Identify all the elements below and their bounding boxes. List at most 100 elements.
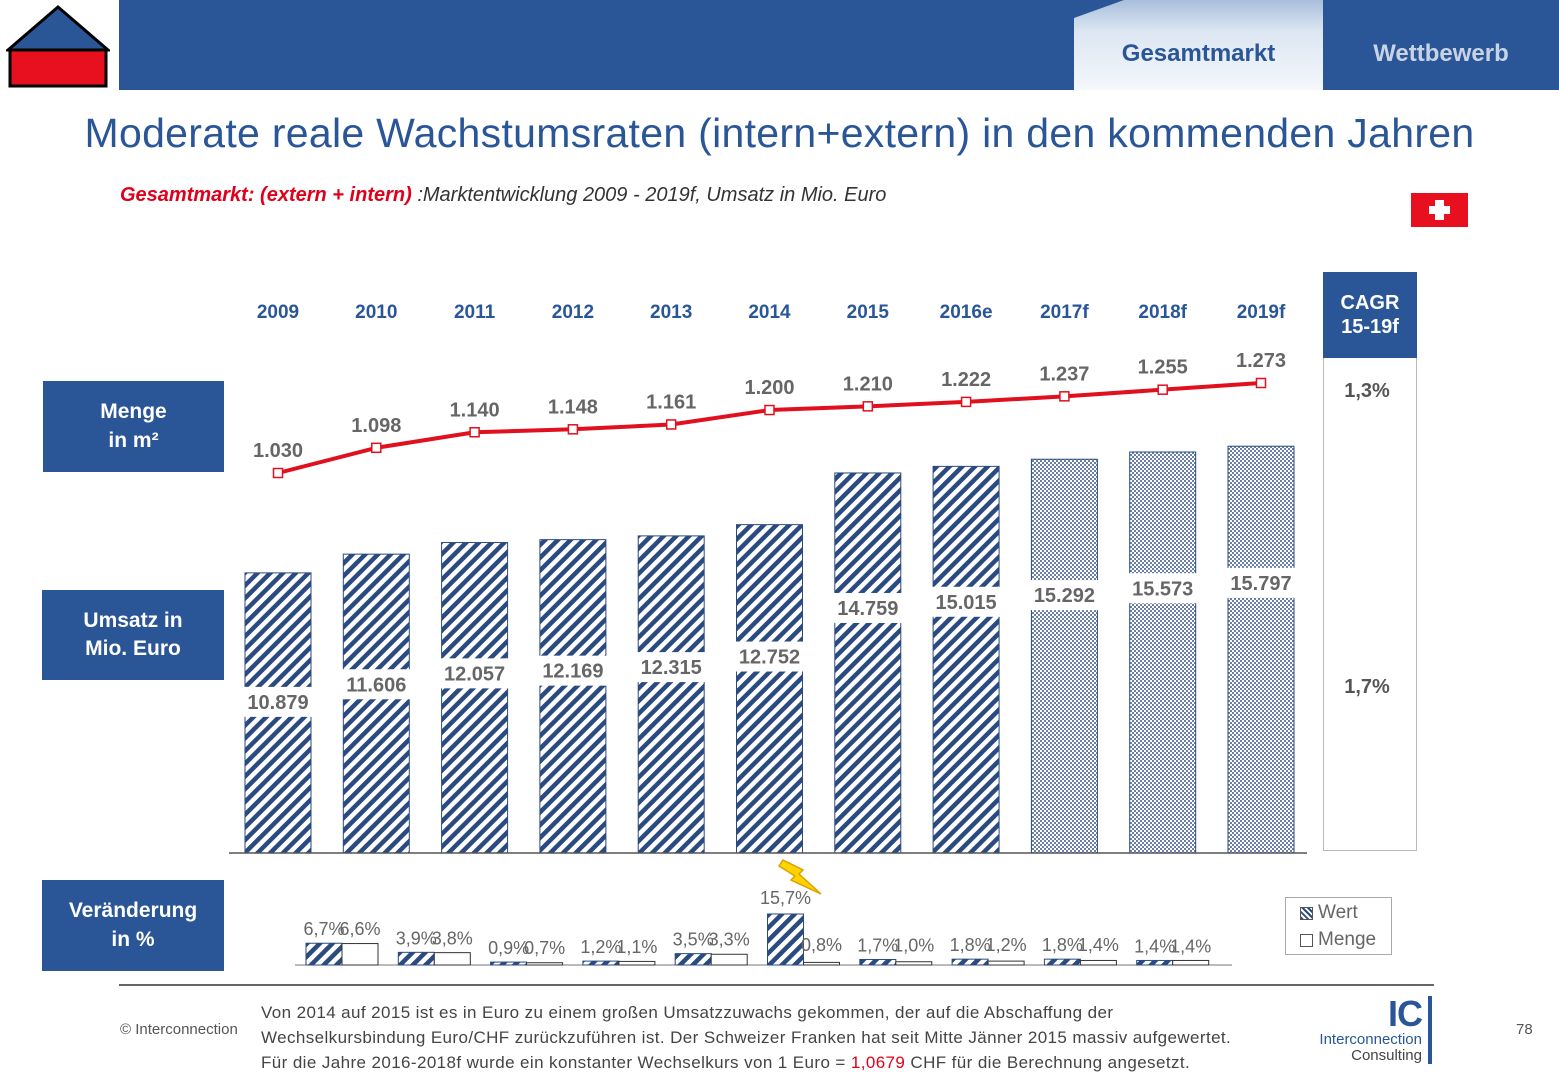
bar-value-label: 15.573	[1132, 578, 1193, 600]
year-header: 2009	[257, 302, 299, 323]
legend-item-menge: Menge	[1300, 929, 1376, 951]
year-header: 2018f	[1138, 302, 1187, 323]
change-label-wert: 1,8%	[1042, 935, 1083, 955]
bar-label-bg	[1027, 580, 1102, 611]
row-label-line: Menge	[100, 400, 167, 424]
quantity-point	[1157, 384, 1168, 395]
row-label-line: in %	[111, 927, 155, 951]
change-bar-menge	[1079, 959, 1117, 966]
year-header: 2010	[355, 302, 397, 323]
brand-mark: IC	[1388, 993, 1423, 1034]
change-bar-wert	[767, 913, 804, 966]
quantity-point	[1059, 391, 1070, 402]
bar-value-label: 12.315	[641, 657, 702, 679]
year-header: 2019f	[1237, 302, 1286, 323]
year-header: 2016e	[940, 302, 993, 323]
change-bar-wert	[305, 942, 343, 966]
revenue-bar	[342, 553, 410, 854]
quantity-value-label: 1.140	[450, 399, 500, 421]
row-label-line: Mio. Euro	[85, 637, 181, 660]
revenue-bar	[1129, 451, 1197, 854]
bar-value-label: 10.879	[247, 692, 308, 714]
bar-label-bg	[634, 652, 709, 683]
quantity-value-label: 1.273	[1236, 350, 1286, 372]
change-bar-wert	[490, 961, 528, 966]
year-header: 2017f	[1040, 302, 1089, 323]
revenue-bar	[932, 465, 1000, 854]
change-label-wert: 3,9%	[396, 928, 437, 948]
change-label-menge: 1,0%	[893, 935, 934, 955]
footnote-text: Für die Jahre 2016-2018f wurde ein konst…	[261, 1053, 851, 1072]
page-title: Moderate reale Wachstumsraten (intern+ex…	[84, 110, 1475, 156]
row-label-umsatz: Umsatz in Mio. Euro	[42, 590, 224, 680]
page-number: 78	[1516, 1021, 1533, 1038]
bar-value-label: 12.169	[542, 661, 603, 683]
quantity-point	[272, 467, 284, 479]
quantity-point	[960, 396, 972, 408]
change-bar-wert	[674, 953, 712, 966]
bar-label-bg	[1224, 567, 1298, 598]
cagr-header-line: 15-19f	[1341, 316, 1399, 338]
tab-label: Gesamtmarkt	[1121, 40, 1276, 67]
quantity-value-label: 1.237	[1039, 363, 1089, 385]
change-bar-menge	[987, 960, 1025, 966]
revenue-bar	[1030, 458, 1098, 854]
bar-value-label: 11.606	[346, 674, 406, 696]
legend-swatch-wert	[1300, 906, 1313, 920]
change-label-menge: 1,4%	[1078, 935, 1119, 955]
revenue-bar	[441, 542, 509, 854]
tab-wettbewerb[interactable]: Wettbewerb	[1323, 0, 1559, 90]
quantity-point	[862, 401, 874, 412]
change-bar-menge	[895, 961, 933, 966]
quantity-value-label: 1.148	[548, 396, 598, 418]
bar-label-bg	[1125, 573, 1200, 604]
bar-value-label: 15.292	[1034, 585, 1095, 607]
quantity-value-label: 1.161	[646, 391, 696, 413]
bar-value-label: 14.759	[837, 598, 898, 620]
revenue-bar	[736, 524, 803, 854]
cagr-panel	[1323, 358, 1417, 851]
bar-label-bg	[929, 586, 1004, 617]
bar-label-bg	[339, 669, 414, 700]
row-label-veraenderung: Veränderung in %	[42, 880, 224, 971]
tab-gesamtmarkt[interactable]: Gesamtmarkt	[1074, 0, 1323, 90]
change-label-wert: 1,4%	[1134, 936, 1175, 956]
change-label-menge: 6,6%	[339, 919, 380, 939]
change-bar-menge	[1172, 959, 1210, 966]
row-label-line: Umsatz in	[83, 608, 183, 632]
change-label-wert: 1,7%	[857, 935, 898, 955]
bar-label-bg	[830, 592, 905, 623]
change-label-menge: 3,8%	[432, 928, 473, 948]
quantity-value-label: 1.030	[253, 440, 303, 462]
brand-name-line1: Interconnection	[1319, 1031, 1422, 1048]
revenue-bar	[834, 472, 902, 854]
footnote-line: Für die Jahre 2016-2018f wurde ein konst…	[261, 1050, 1301, 1075]
change-bar-wert	[582, 960, 620, 966]
row-label-line: Veränderung	[68, 899, 198, 923]
change-bar-menge	[618, 960, 656, 966]
year-header: 2011	[454, 302, 496, 323]
lightning-icon	[777, 859, 822, 895]
cagr-menge-value: 1,3%	[1344, 380, 1390, 402]
change-label-menge: 0,7%	[524, 938, 565, 958]
legend-swatch-menge	[1300, 933, 1313, 947]
brand-logo: IC Interconnection Consulting	[1300, 996, 1440, 1066]
change-label-wert: 1,8%	[950, 935, 991, 955]
quantity-point	[371, 442, 382, 454]
footnote: Von 2014 auf 2015 ist es in Euro zu eine…	[261, 1000, 1301, 1075]
change-label-wert: 3,5%	[673, 930, 714, 950]
footnote-line: Wechselkursbindung Euro/CHF zurückzuführ…	[261, 1028, 1232, 1047]
bar-value-label: 15.797	[1230, 573, 1291, 595]
footnote-text: CHF für die Berechnung angesetzt.	[905, 1053, 1191, 1072]
brand-bar	[1428, 996, 1432, 1064]
change-bar-wert	[1136, 959, 1174, 966]
quantity-value-label: 1.098	[351, 415, 401, 437]
change-bar-menge	[710, 953, 748, 966]
year-header: 2012	[552, 302, 594, 323]
cagr-umsatz-value: 1,7%	[1344, 676, 1390, 698]
change-label-menge: 0,8%	[801, 935, 842, 955]
quantity-value-label: 1.222	[941, 369, 991, 391]
tab-label: Wettbewerb	[1373, 40, 1509, 67]
change-bar-menge	[433, 952, 471, 966]
legend-label: Wert	[1318, 902, 1358, 923]
